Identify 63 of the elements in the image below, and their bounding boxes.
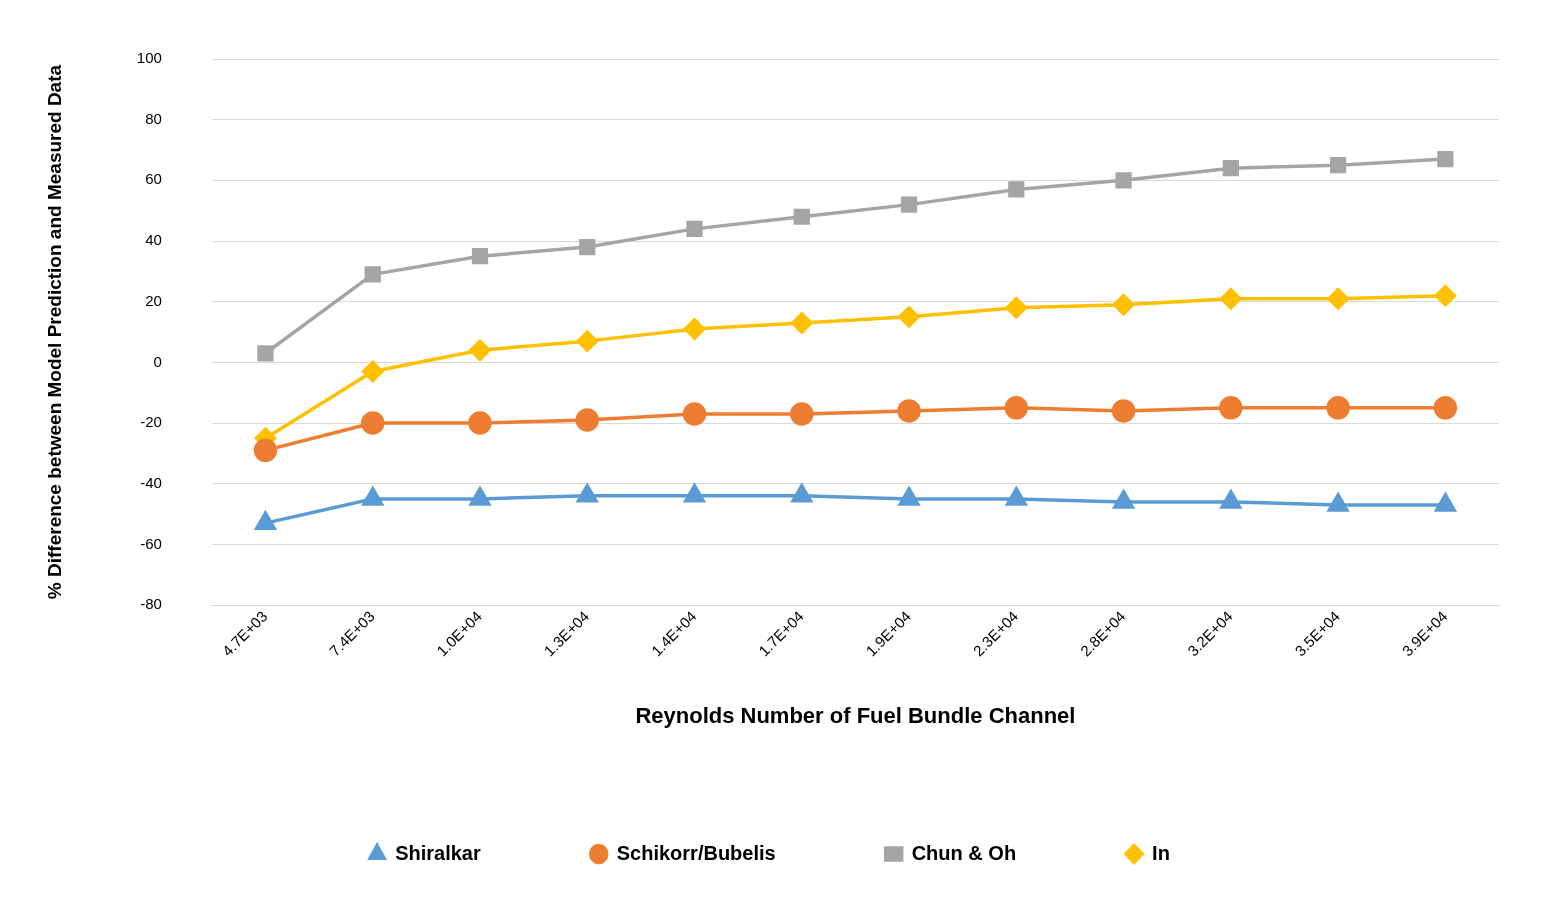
point bbox=[1008, 181, 1025, 198]
point bbox=[1326, 396, 1350, 420]
y-tick-label: 20 bbox=[145, 291, 162, 309]
y-tick-label: 80 bbox=[145, 109, 162, 127]
y-tick-label: -60 bbox=[140, 534, 162, 552]
point bbox=[1434, 493, 1456, 512]
point bbox=[576, 484, 598, 503]
point bbox=[364, 266, 381, 283]
y-tick-label: 60 bbox=[145, 170, 162, 188]
point bbox=[1220, 287, 1242, 310]
point bbox=[1004, 396, 1029, 420]
point bbox=[898, 306, 920, 328]
y-tick-label: -40 bbox=[140, 473, 162, 491]
point bbox=[471, 248, 489, 265]
point bbox=[575, 408, 599, 432]
point bbox=[1111, 399, 1136, 423]
point bbox=[255, 511, 276, 530]
legend-label: In bbox=[1152, 841, 1170, 864]
y-tick-label: 0 bbox=[153, 352, 162, 370]
y-tick-label: -20 bbox=[140, 413, 162, 431]
y-tick-label: -80 bbox=[140, 595, 162, 613]
point bbox=[469, 487, 491, 506]
point bbox=[791, 312, 813, 334]
point bbox=[579, 238, 596, 256]
point bbox=[360, 411, 385, 435]
point bbox=[576, 330, 598, 352]
point bbox=[361, 360, 384, 383]
point bbox=[683, 318, 706, 340]
point bbox=[1437, 151, 1454, 168]
point bbox=[1327, 493, 1349, 512]
point bbox=[686, 220, 703, 237]
point bbox=[1220, 490, 1242, 509]
point bbox=[1329, 157, 1347, 174]
point bbox=[790, 402, 814, 426]
y-axis-title: % Difference between Model Prediction and Measured Data bbox=[43, 64, 65, 600]
point bbox=[1005, 487, 1027, 506]
point bbox=[1115, 172, 1132, 189]
legend-label: Shiralkar bbox=[395, 841, 481, 864]
point bbox=[257, 345, 274, 362]
point bbox=[1005, 297, 1028, 319]
point bbox=[1219, 396, 1243, 420]
x-axis-title: Reynolds Number of Fuel Bundle Channel bbox=[635, 702, 1076, 728]
point bbox=[253, 438, 278, 463]
y-tick-label: 40 bbox=[145, 231, 162, 249]
point bbox=[468, 411, 492, 435]
point bbox=[469, 339, 491, 361]
point bbox=[362, 487, 384, 506]
point bbox=[1434, 284, 1457, 307]
point bbox=[791, 484, 813, 503]
y-tick-label: 100 bbox=[136, 49, 162, 67]
point bbox=[682, 402, 707, 426]
point bbox=[1327, 287, 1349, 310]
point bbox=[1113, 490, 1134, 509]
point bbox=[793, 208, 810, 225]
point bbox=[1112, 293, 1135, 316]
point bbox=[898, 487, 920, 506]
legend-label: Schikorr/Bubelis bbox=[616, 841, 776, 864]
point bbox=[1433, 396, 1458, 420]
point bbox=[1222, 160, 1239, 177]
point bbox=[900, 196, 918, 213]
point bbox=[897, 399, 921, 423]
point bbox=[684, 484, 705, 503]
legend-label: Chun & Oh bbox=[911, 841, 1017, 864]
